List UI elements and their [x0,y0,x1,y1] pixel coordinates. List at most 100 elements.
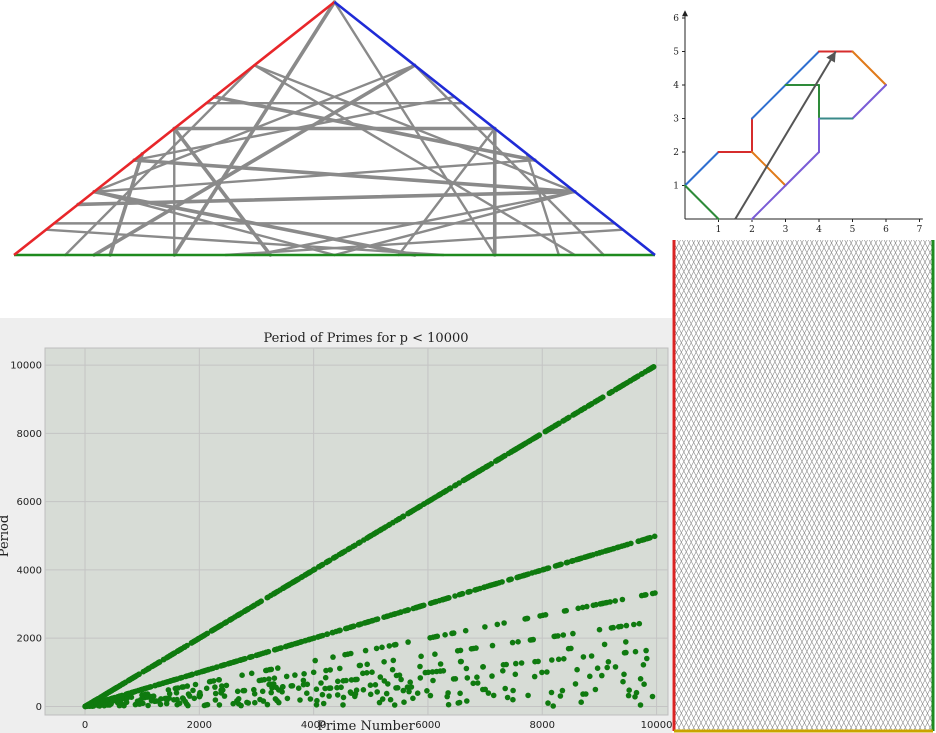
y-tick-label: 6 [673,14,679,24]
scatter-point [369,669,375,675]
scatter-point [400,687,407,694]
trajectory-segment [809,493,934,732]
trajectory-segment [673,240,903,681]
scatter-point [184,683,191,689]
trajectory-segment [868,607,934,732]
scatter-point [652,590,658,596]
y-tick-label: 4 [673,81,679,91]
scatter-point [338,684,344,691]
trajectory-segment [673,518,785,732]
trajectory-segment [673,240,819,519]
scatter-point [362,647,369,654]
scatter-point [610,624,616,631]
trajectory-segment [673,299,898,732]
trajectory-segment [731,341,934,732]
trajectory-segment [726,331,934,732]
trajectory-segment [673,461,814,732]
trajectory-segment [873,616,934,732]
scatter-point [604,664,610,671]
scatter-point [204,701,211,708]
trajectory-segment [740,360,934,732]
scatter-point [452,593,458,599]
x-tick-label: 6 [883,225,889,235]
scatter-point [184,642,190,649]
trajectory-segment [673,660,711,732]
trajectory-segment [790,455,934,732]
scatter-point [284,695,291,702]
scatter-point [555,633,561,639]
trajectory-segment [673,318,888,732]
trajectory-segment [716,312,934,732]
trajectory-segment [673,679,701,732]
x-tick-label: 4 [816,225,822,235]
scatter-point [387,696,394,703]
trajectory-segment [673,240,716,320]
trajectory-segment [883,240,934,335]
scatter-point [264,701,271,708]
triangle-path-segment [132,158,577,194]
scatter-point [594,665,601,671]
scatter-point [310,669,317,676]
trajectory-segment [770,417,934,732]
scatter-point [647,534,653,541]
scatter-point [340,694,347,701]
scatter-point [561,656,567,662]
trajectory-segment [673,404,844,732]
scatter-point [457,690,463,697]
trajectory-segment [804,483,934,732]
trajectory-segment [839,240,934,421]
trajectory-segment [869,240,934,364]
trajectory-segment [696,240,934,696]
hex-svg: 1 2 3 4 5 6 7 1 2 3 4 5 6 [673,10,923,235]
scatter-point [390,657,397,664]
trajectory-segment [711,240,934,668]
scatter-point [424,688,430,694]
scatter-point [351,623,357,629]
triangle-path-segment [525,152,561,257]
scatter-point [499,579,505,585]
scatter-point [212,697,219,703]
scatter-point [348,650,354,657]
scatter-point [558,561,564,568]
scatter-point [509,639,516,646]
trajectory-segment [844,240,934,411]
trajectory-segment [682,240,934,725]
trajectory-segment [673,240,711,310]
x-tick-label: 6000 [415,720,440,731]
scatter-point [489,642,496,649]
triangle-path-segment [212,95,537,162]
scatter-point [379,644,385,651]
trajectory-segment [918,702,934,732]
scatter-point [592,686,599,693]
trajectory-segment [755,240,934,582]
scatter-point [568,645,574,652]
trajectory-segment [673,240,893,662]
trajectory-segment [673,489,800,732]
scatter-point [353,687,360,693]
scatter-point [259,688,266,695]
hex-path-segment [751,151,787,187]
trajectory-segment [673,240,814,510]
scatter-point [584,603,590,610]
scatter-point [283,673,290,680]
trajectory-segment [903,673,934,732]
scatter-point [607,599,613,605]
scatter-point [485,690,492,696]
scatter-point [335,678,341,685]
scatter-point [575,605,581,612]
scatter-point [508,576,514,582]
scatter-point [503,661,510,668]
trajectory-segment [780,240,934,535]
trajectory-segment [829,240,934,440]
scatter-point [640,662,647,668]
primes-svg: 0 2000 4000 6000 8000 10000 0 2000 4000 6000 8000 1… [0,318,672,733]
scatter-point [462,627,469,634]
scatter-point [446,595,452,601]
scatter-point [518,660,525,666]
scatter-point [389,666,396,673]
trajectory-segment [673,242,928,732]
trajectory-segment [673,499,795,732]
trajectory-segment [681,246,934,732]
trajectory-segment [903,240,934,297]
trajectory-segment [721,240,934,649]
